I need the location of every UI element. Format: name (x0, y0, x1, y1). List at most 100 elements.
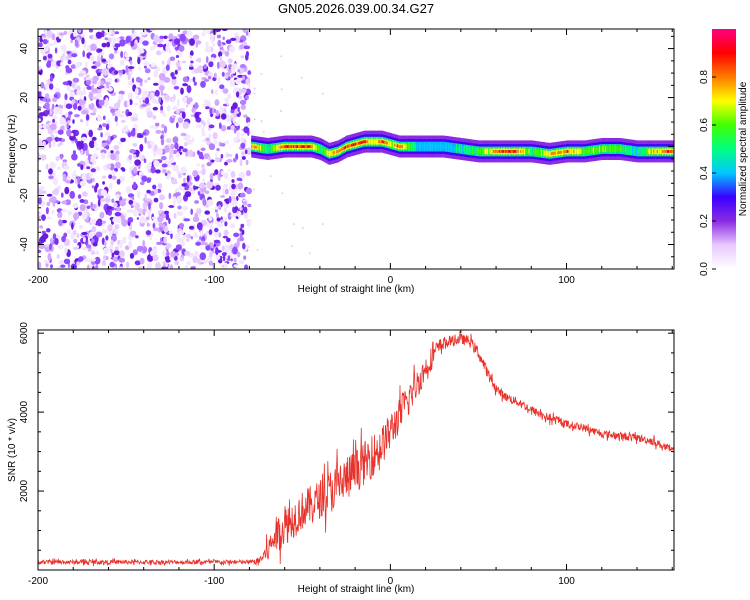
ridge-cell (312, 145, 315, 149)
ridge-cell (294, 145, 296, 148)
noise-speck (129, 99, 133, 106)
noise-speck (136, 217, 140, 220)
noise-speck (48, 142, 52, 149)
noise-speck (172, 115, 176, 119)
y-tick-label: 40 (19, 43, 30, 55)
noise-speck (159, 35, 164, 40)
noise-speck (121, 168, 126, 172)
ridge-cell (512, 150, 515, 153)
ridge-cell (443, 145, 446, 148)
noise-speck (214, 227, 219, 233)
noise-speck (120, 138, 126, 143)
noise-speck (44, 244, 51, 248)
ridge-cell (500, 150, 502, 153)
noise-speck (78, 224, 84, 230)
noise-speck (138, 36, 144, 44)
noise-speck (85, 118, 89, 127)
noise-speck (103, 247, 110, 254)
noise-speck (102, 68, 109, 76)
noise-speck (88, 140, 95, 149)
noise-speck (71, 222, 74, 230)
ridge-cell (607, 147, 610, 151)
ridge-cell (293, 145, 295, 148)
noise-speck (79, 199, 85, 203)
noise-speck (57, 129, 64, 135)
noise-speck (118, 140, 123, 145)
noise-speck (182, 148, 188, 153)
noise-speck (165, 212, 170, 221)
noise-speck (232, 68, 236, 74)
ridge-cell (481, 150, 484, 153)
ridge-cell (363, 140, 365, 144)
noise-speck (243, 255, 247, 260)
noise-speck (178, 222, 185, 229)
colorbar-tick-label: 0.0 (699, 262, 710, 276)
noise-speck (206, 181, 213, 189)
ridge-cell (391, 143, 394, 146)
noise-speck (49, 110, 52, 116)
noise-speck (219, 84, 225, 90)
noise-speck (107, 224, 113, 232)
ridge-cell (522, 150, 524, 153)
ridge-cell (258, 146, 261, 150)
noise-speck (321, 223, 324, 226)
noise-speck (49, 243, 52, 251)
noise-speck (163, 35, 168, 39)
ridge-cell (643, 150, 645, 153)
noise-speck (110, 153, 117, 161)
noise-speck (47, 43, 55, 47)
ridge-cell (655, 150, 658, 153)
ridge-cell (602, 147, 605, 151)
ridge-cell (295, 145, 298, 148)
noise-speck (69, 91, 75, 97)
ridge-cell (480, 150, 483, 153)
noise-speck (73, 229, 77, 235)
noise-speck (230, 73, 234, 78)
noise-speck (202, 103, 207, 108)
ridge-cell (427, 145, 429, 148)
noise-speck (184, 264, 188, 269)
noise-speck (239, 192, 246, 198)
noise-speck (105, 209, 111, 214)
noise-speck (214, 206, 219, 210)
ridge-cell (362, 140, 364, 144)
noise-speck (89, 172, 93, 178)
noise-speck (269, 175, 272, 178)
ridge-cell (394, 143, 396, 147)
noise-speck (177, 172, 182, 179)
noise-speck (88, 231, 94, 239)
noise-speck (176, 169, 180, 174)
noise-speck (59, 32, 65, 36)
noise-speck (179, 257, 185, 262)
ridge-cell (360, 141, 363, 144)
noise-speck (223, 206, 227, 213)
noise-speck (81, 211, 88, 220)
noise-speck (154, 89, 160, 97)
ridge-cell (402, 145, 405, 148)
noise-speck (213, 108, 217, 113)
noise-speck (78, 73, 85, 77)
noise-speck (52, 97, 58, 103)
noise-speck (214, 208, 218, 213)
noise-speck (245, 170, 251, 177)
noise-speck (63, 30, 68, 35)
noise-speck (243, 126, 250, 134)
ridge-cell (410, 145, 412, 148)
noise-speck (42, 39, 48, 45)
noise-speck (108, 106, 114, 110)
noise-speck (136, 245, 144, 252)
ridge-cell (426, 145, 428, 148)
noise-speck (203, 99, 210, 104)
noise-speck (226, 67, 230, 71)
noise-speck (114, 212, 122, 217)
ridge-cell (618, 147, 621, 151)
noise-speck (194, 200, 200, 204)
noise-speck (233, 110, 237, 119)
noise-speck (41, 230, 47, 234)
noise-speck (184, 250, 191, 256)
noise-speck (188, 187, 193, 192)
noise-speck (125, 261, 130, 269)
noise-speck (224, 97, 228, 102)
ridge-cell (633, 149, 635, 153)
noise-speck (186, 175, 190, 183)
